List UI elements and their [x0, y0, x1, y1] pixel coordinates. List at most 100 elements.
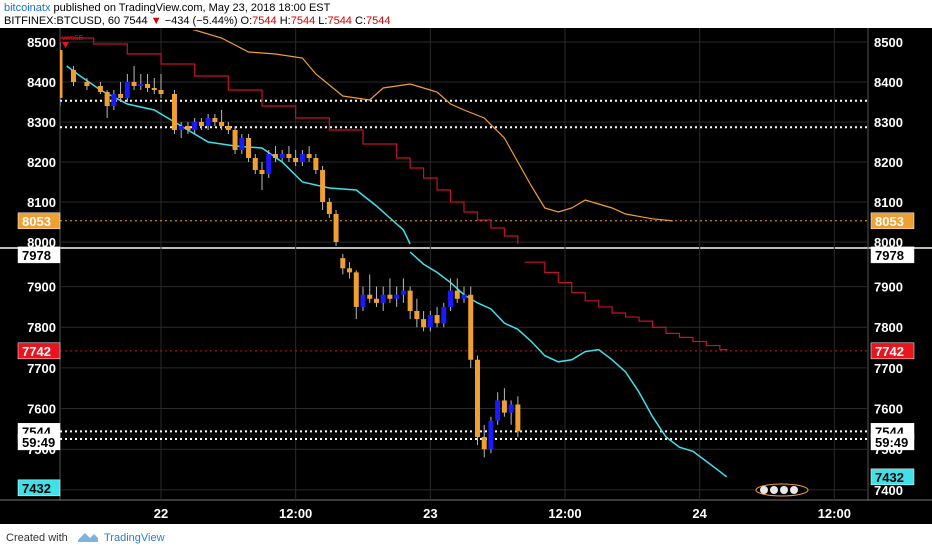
- candle-body: [306, 154, 312, 158]
- close-value: 7544: [366, 15, 391, 27]
- price-change: −434 (−5.44%): [164, 15, 238, 27]
- left-tick-label: 8500: [27, 35, 56, 50]
- event-flag-icon: [790, 486, 798, 494]
- price-marker-box: [870, 212, 915, 230]
- price-marker-label: 8053: [875, 214, 904, 229]
- left-tick-label: 8000: [27, 235, 56, 250]
- candle-body: [347, 268, 353, 273]
- price-marker-box: [870, 342, 915, 360]
- tradingview-cloud-icon: [78, 533, 98, 542]
- published-text: published on TradingView.com, May 23, 20…: [53, 2, 331, 14]
- price-marker-label: 7742: [875, 344, 904, 359]
- left-tick-label: 8300: [27, 115, 56, 130]
- candle-body: [488, 420, 494, 450]
- candle-body: [407, 290, 413, 311]
- orange-series-line: [191, 30, 673, 222]
- candle-body: [232, 130, 238, 150]
- right-tick-label: 8200: [874, 155, 903, 170]
- candle-body: [414, 310, 420, 320]
- event-flag-icon: [770, 486, 778, 494]
- price-chart[interactable]: 22 12:00 23 12:00 24 12:00 8500 8500 8400 8400 830…: [0, 28, 932, 524]
- candle-body: [138, 84, 144, 86]
- right-tick-label: 8000: [874, 235, 903, 250]
- candle-body: [246, 138, 252, 158]
- candle-body: [320, 170, 326, 202]
- event-flag-icon: [760, 486, 768, 494]
- price-marker-box: [17, 212, 61, 230]
- candle-body: [367, 294, 373, 299]
- candle-body: [515, 404, 521, 432]
- candle-body: [97, 86, 103, 92]
- time-tick-label: 12:00: [818, 506, 851, 521]
- candle-body: [124, 82, 130, 98]
- candle-body: [151, 88, 157, 90]
- price-marker-label: 7432: [22, 481, 51, 496]
- candle-body: [387, 294, 393, 299]
- footer: Created with TradingView: [0, 524, 932, 550]
- author-link[interactable]: bitcoinatx: [4, 2, 51, 14]
- candle-body: [427, 315, 433, 328]
- candle-body: [185, 126, 191, 130]
- red-step-series-line: [60, 37, 519, 244]
- candle-body: [434, 315, 440, 324]
- left-tick-label: 7600: [27, 402, 56, 417]
- publish-line: bitcoinatx published on TradingView.com,…: [4, 2, 330, 14]
- candle-body: [212, 118, 218, 122]
- candle-body: [481, 437, 487, 450]
- left-tick-label: 7800: [27, 320, 56, 335]
- candle-body: [145, 84, 151, 88]
- candle-body: [326, 202, 332, 214]
- price-marker-label: 8053: [22, 214, 51, 229]
- time-tick-label: 12:00: [279, 506, 312, 521]
- right-tick-label: 7800: [874, 320, 903, 335]
- candle-body: [400, 290, 406, 295]
- time-tick-label: 23: [423, 506, 437, 521]
- last-price: 7544: [123, 15, 148, 27]
- right-tick-label: 8100: [874, 195, 903, 210]
- candle-body: [313, 158, 319, 170]
- event-flag-icon: [780, 486, 788, 494]
- down-arrow-icon: ▼: [150, 15, 162, 27]
- candle-body: [205, 118, 211, 126]
- right-tick-label: 8300: [874, 115, 903, 130]
- candle-body: [60, 50, 63, 98]
- close-label: C:: [355, 15, 366, 27]
- candle-body: [70, 70, 76, 82]
- symbol-label: BITFINEX:BTCUSD, 60: [4, 15, 121, 27]
- left-tick-label: 8100: [27, 195, 56, 210]
- candle-body: [299, 154, 305, 162]
- pane-upper: [60, 30, 868, 246]
- candle-body: [118, 94, 124, 98]
- right-tick-label: 7600: [874, 402, 903, 417]
- candle-body: [84, 82, 90, 86]
- tradingview-link[interactable]: TradingView: [104, 532, 165, 544]
- symbol-line: BITFINEX:BTCUSD, 60 7544 ▼ −434 (−5.44%)…: [4, 15, 390, 27]
- right-tick-label: 8400: [874, 75, 903, 90]
- candle-body: [198, 122, 204, 126]
- candle-body: [360, 294, 366, 307]
- candle-body: [225, 126, 231, 130]
- price-marker-label: 59:49: [22, 435, 55, 450]
- candle-body: [508, 404, 514, 413]
- candle-body: [104, 92, 110, 106]
- left-tick-label: 7900: [27, 280, 56, 295]
- candle-body: [495, 400, 501, 421]
- created-with-text: Created with: [6, 532, 68, 544]
- right-tick-label: 7400: [874, 483, 903, 498]
- price-marker-box: [17, 342, 61, 360]
- low-value: 7544: [327, 15, 352, 27]
- open-label: O:: [240, 15, 253, 27]
- candle-body: [448, 290, 454, 307]
- price-marker-box: [870, 433, 915, 451]
- candle-body: [441, 306, 447, 324]
- price-marker-box: [17, 433, 61, 451]
- price-marker-label: 59:49: [875, 435, 908, 450]
- price-marker-box: [870, 246, 915, 264]
- candle-body: [266, 154, 272, 174]
- candle-body: [353, 272, 359, 307]
- candle-body: [340, 258, 346, 269]
- chart-header: bitcoinatx published on TradingView.com,…: [0, 0, 932, 28]
- candle-body: [131, 82, 137, 86]
- open-value: 7544: [252, 15, 277, 27]
- candle-body: [272, 154, 278, 158]
